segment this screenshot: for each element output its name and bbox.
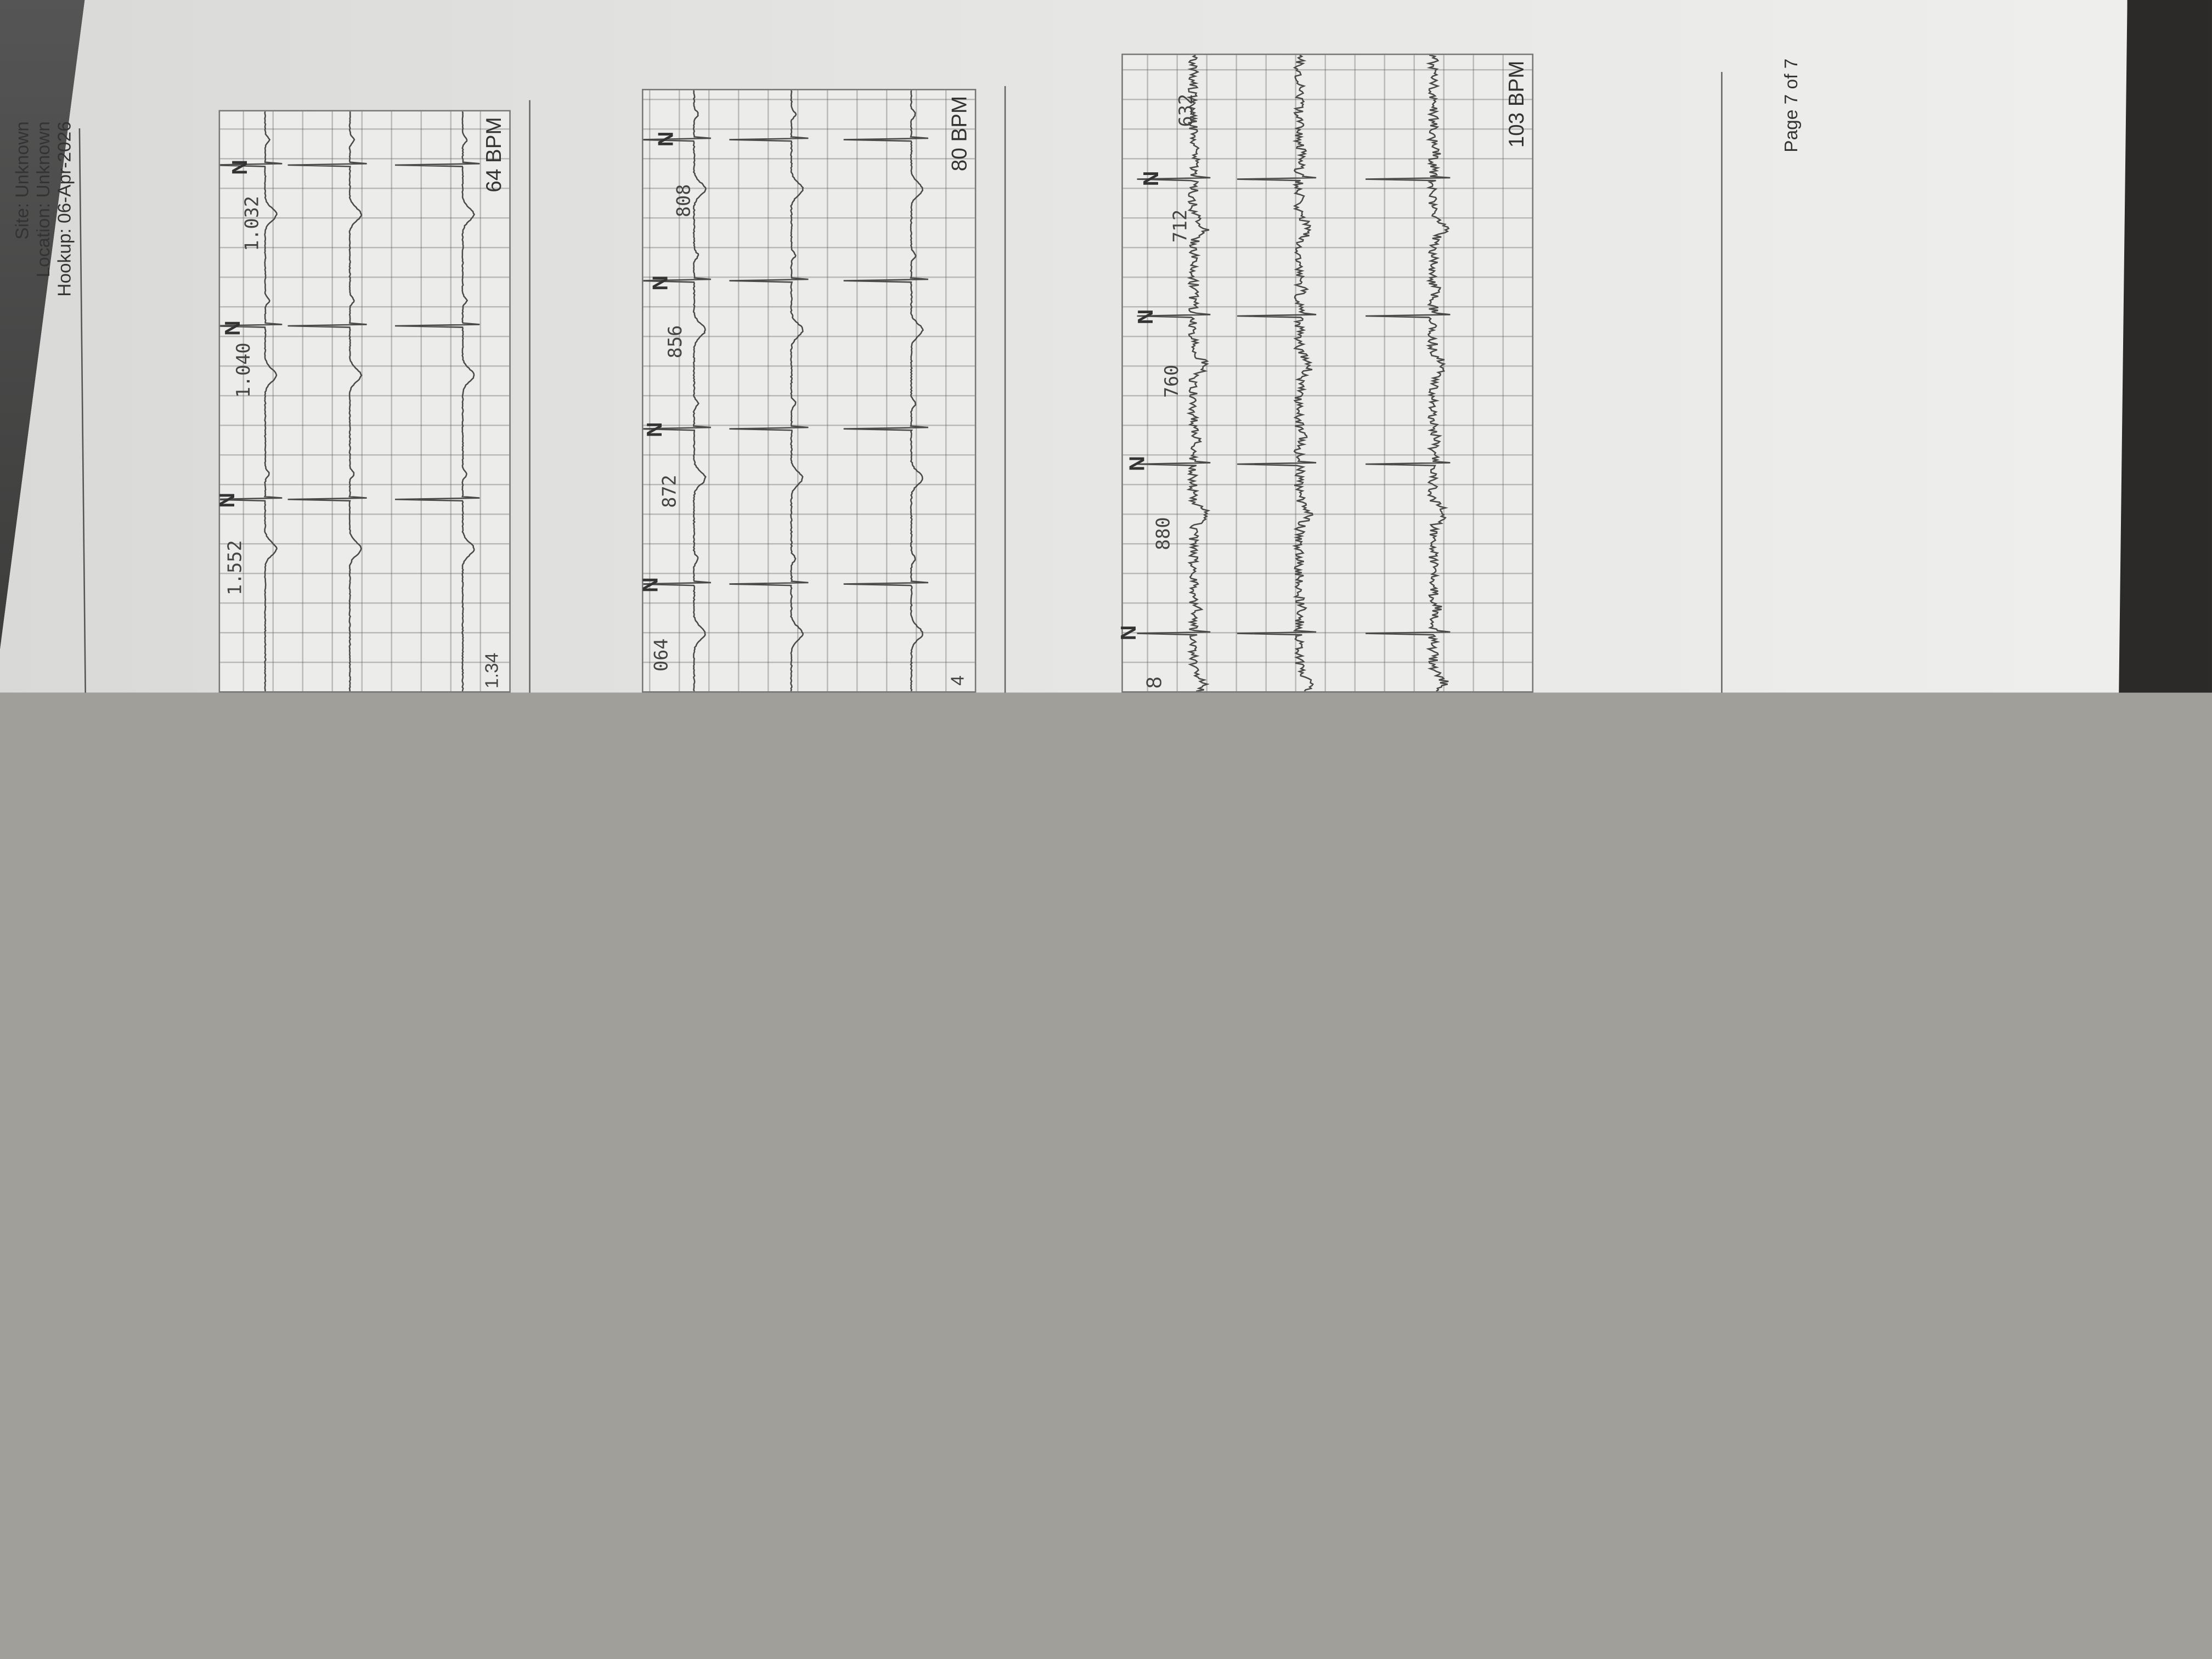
beat-label: N	[654, 131, 679, 147]
rr-label: 632	[1176, 94, 1198, 127]
ecg-lead-trace	[729, 90, 809, 691]
location-text: Location: Unknown	[32, 121, 54, 278]
ecg-lead-trace	[1137, 55, 1211, 691]
footer-divider	[1721, 72, 1723, 693]
beat-label: N	[1117, 625, 1142, 641]
rr-label: 1.040	[234, 342, 256, 398]
printout-content: Site: Unknown Location: Unknown Hookup: …	[0, 0, 1862, 693]
rr-label: 808	[674, 184, 696, 217]
rr-label: 712	[1171, 209, 1192, 243]
ecg-trace-layer	[220, 111, 480, 691]
ecg-lead-trace	[1365, 55, 1451, 691]
heart-rate: 103 BPM	[1505, 60, 1530, 148]
rr-label: 760	[1162, 364, 1184, 398]
beat-label: N	[1139, 171, 1164, 187]
beat-label: N	[1134, 309, 1159, 325]
beat-label: N	[228, 159, 253, 175]
ecg-lead-trace	[220, 111, 283, 691]
ecg-strip-1: 1.34 1.552 N 1.040 N 1.032 N 64 BPM	[216, 110, 511, 693]
rr-label: 872	[660, 475, 681, 508]
heart-rate: 64 BPM	[482, 117, 507, 193]
hookup-text: Hookup: 06-Apr-2026	[53, 121, 75, 297]
header-divider	[78, 128, 87, 693]
patient-header: Site: Unknown Location: Unknown Hookup: …	[12, 121, 75, 297]
rr-label: 1.552	[225, 540, 247, 596]
edge-label: 8	[1142, 676, 1167, 689]
edge-label: 1.34	[481, 652, 503, 689]
ecg-strip-3: 8 N 880 N 760 N 712 N 632 103 BPM	[1117, 53, 1534, 693]
ecg-lead-trace	[1237, 55, 1317, 691]
ecg-lead-trace	[843, 90, 929, 691]
beat-label: N	[639, 577, 663, 592]
ecg-lead-trace	[643, 90, 712, 691]
strip-divider	[1004, 86, 1006, 693]
ecg-trace-layer	[1137, 55, 1451, 691]
beat-label: N	[216, 492, 240, 508]
heart-rate: 80 BPM	[947, 95, 972, 172]
beat-label: N	[648, 275, 673, 291]
ecg-lead-trace	[394, 111, 480, 691]
beat-label: N	[1125, 455, 1150, 471]
photo-region: Site: Unknown Location: Unknown Hookup: …	[0, 0, 2212, 693]
ecg-lead-trace	[287, 111, 367, 691]
page-number: Page 7 of 7	[1780, 58, 1802, 153]
rr-label: 856	[665, 325, 687, 359]
rr-label: 880	[1154, 517, 1175, 550]
rr-label: 1.032	[242, 196, 264, 251]
rr-label: 064	[651, 638, 673, 672]
strip-divider	[529, 100, 531, 693]
ecg-strip-2: 4 064 N 872 N 856 N 808 N 80 BPM	[639, 88, 977, 693]
site-text: Site: Unknown	[11, 121, 33, 240]
beat-label: N	[221, 320, 246, 336]
ecg-trace-layer	[643, 90, 929, 691]
edge-label: 4	[946, 675, 968, 686]
beat-label: N	[643, 422, 668, 438]
